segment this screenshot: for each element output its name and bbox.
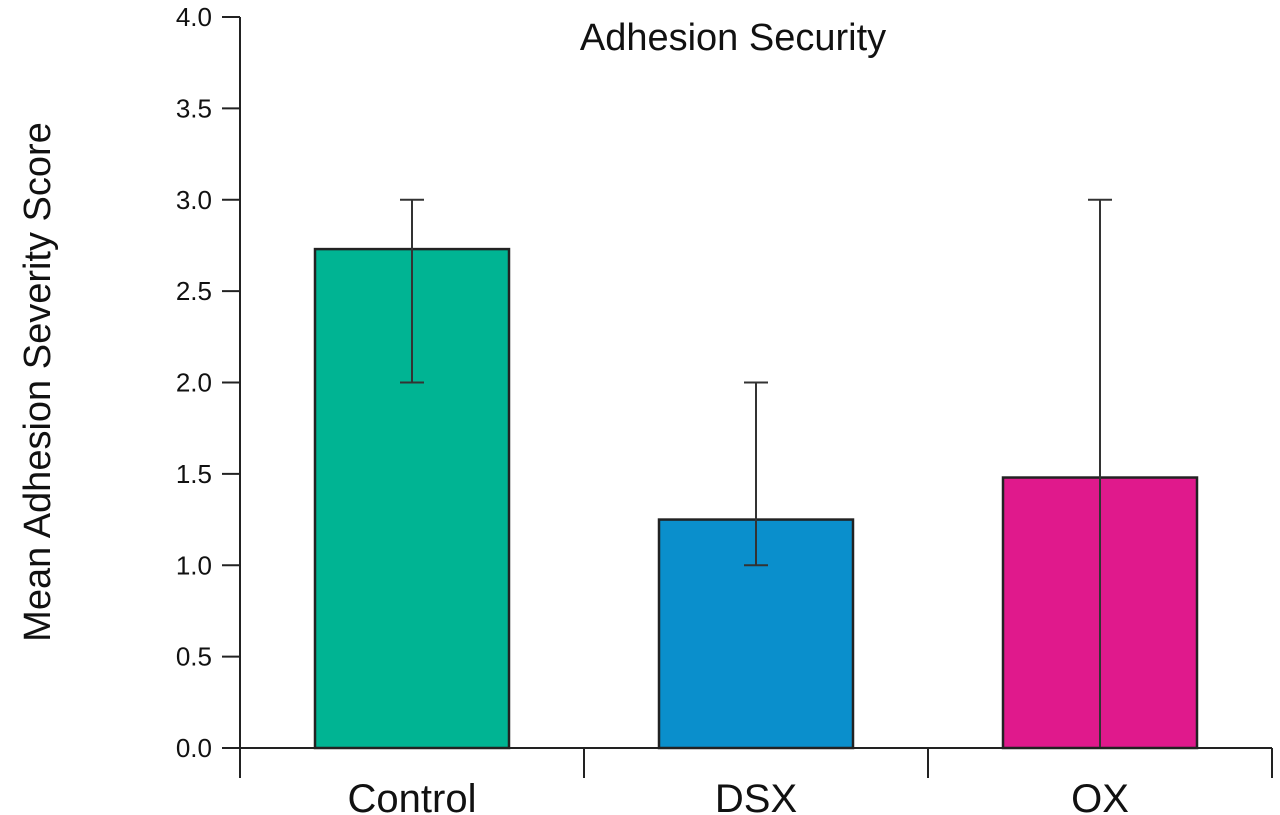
y-tick-label-3: 1.5 bbox=[176, 459, 212, 489]
x-tick-label-control: Control bbox=[348, 777, 477, 815]
error-bars bbox=[400, 198, 1112, 748]
chart-title: Adhesion Security bbox=[580, 17, 886, 59]
y-tick-label-8: 4.0 bbox=[176, 2, 212, 32]
error-bar-ox bbox=[1088, 198, 1112, 748]
x-axis bbox=[239, 748, 1273, 778]
y-tick-label-0: 0.0 bbox=[176, 733, 212, 763]
category-labels: Control DSX OX bbox=[348, 777, 1129, 815]
y-tick-label-1: 0.5 bbox=[176, 642, 212, 672]
y-tick-label-6: 3.0 bbox=[176, 185, 212, 215]
y-tick-label-2: 1.0 bbox=[176, 550, 212, 580]
error-bar-dsx bbox=[744, 381, 768, 567]
y-axis-ticks: 0.0 0.5 1.0 1.5 2.0 2.5 3.0 3.5 4.0 bbox=[176, 2, 240, 763]
x-tick-label-dsx: DSX bbox=[715, 777, 797, 815]
y-tick-label-5: 2.5 bbox=[176, 276, 212, 306]
error-bar-control bbox=[400, 198, 424, 384]
y-tick-label-7: 3.5 bbox=[176, 93, 212, 123]
y-axis-label: Mean Adhesion Severity Score bbox=[17, 122, 59, 642]
x-tick-label-ox: OX bbox=[1071, 777, 1129, 815]
y-tick-label-4: 2.0 bbox=[176, 368, 212, 398]
